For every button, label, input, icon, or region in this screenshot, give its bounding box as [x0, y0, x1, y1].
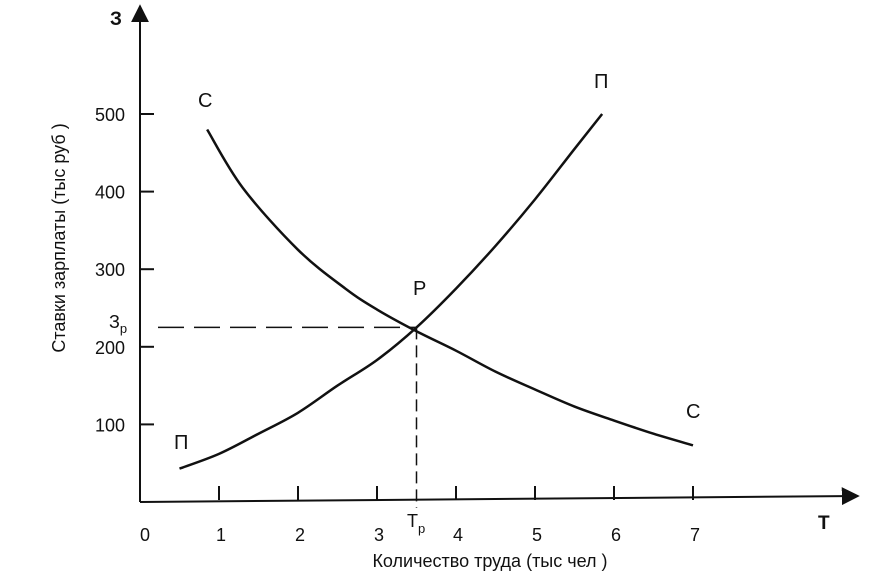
origin-label: 0 — [140, 525, 150, 545]
x-tick-label-2: 2 — [295, 525, 305, 545]
x-tick-label-4: 4 — [453, 525, 463, 545]
equilibrium-wage-main: З — [109, 312, 120, 332]
y-ticks: 100 200 300 400 500 — [95, 105, 154, 435]
curve-s-label-bottom: С — [686, 401, 700, 423]
y-tick-label-200: 200 — [95, 338, 125, 358]
y-axis-title: Ставки зарплаты (тыс руб ) — [49, 123, 69, 352]
equilibrium-labor-sub: р — [418, 521, 425, 536]
equilibrium-label: Р — [413, 278, 426, 300]
x-tick-label-6: 6 — [611, 525, 621, 545]
y-tick-label-500: 500 — [95, 105, 125, 125]
x-tick-label-3: 3 — [374, 525, 384, 545]
x-tick-label-1: 1 — [216, 525, 226, 545]
curve-p — [179, 113, 604, 470]
x-tick-label-7: 7 — [690, 525, 700, 545]
equilibrium-wage-label: Зр — [109, 312, 127, 336]
equilibrium-wage-sub: р — [120, 321, 127, 336]
y-tick-label-400: 400 — [95, 183, 125, 203]
x-tick-label-5: 5 — [532, 525, 542, 545]
equilibrium-labor-label: Тр — [407, 511, 425, 536]
curve-s-label-top: С — [198, 90, 212, 112]
x-axis-letter: Т — [818, 513, 830, 534]
y-tick-label-300: 300 — [95, 260, 125, 280]
equilibrium-guides — [158, 326, 418, 508]
equilibrium-labor-main: Т — [407, 511, 418, 531]
x-axis — [139, 487, 860, 506]
x-ticks: 1 2 3 4 5 6 7 — [216, 486, 700, 545]
y-axis-letter: З — [110, 9, 122, 30]
curve-p-label-top: П — [594, 71, 608, 93]
curves — [179, 113, 694, 470]
curve-s — [206, 128, 694, 447]
curve-p-label-bottom: П — [174, 432, 188, 454]
y-tick-label-100: 100 — [95, 415, 125, 435]
x-axis-title: Количество труда (тыс чел ) — [372, 551, 607, 571]
